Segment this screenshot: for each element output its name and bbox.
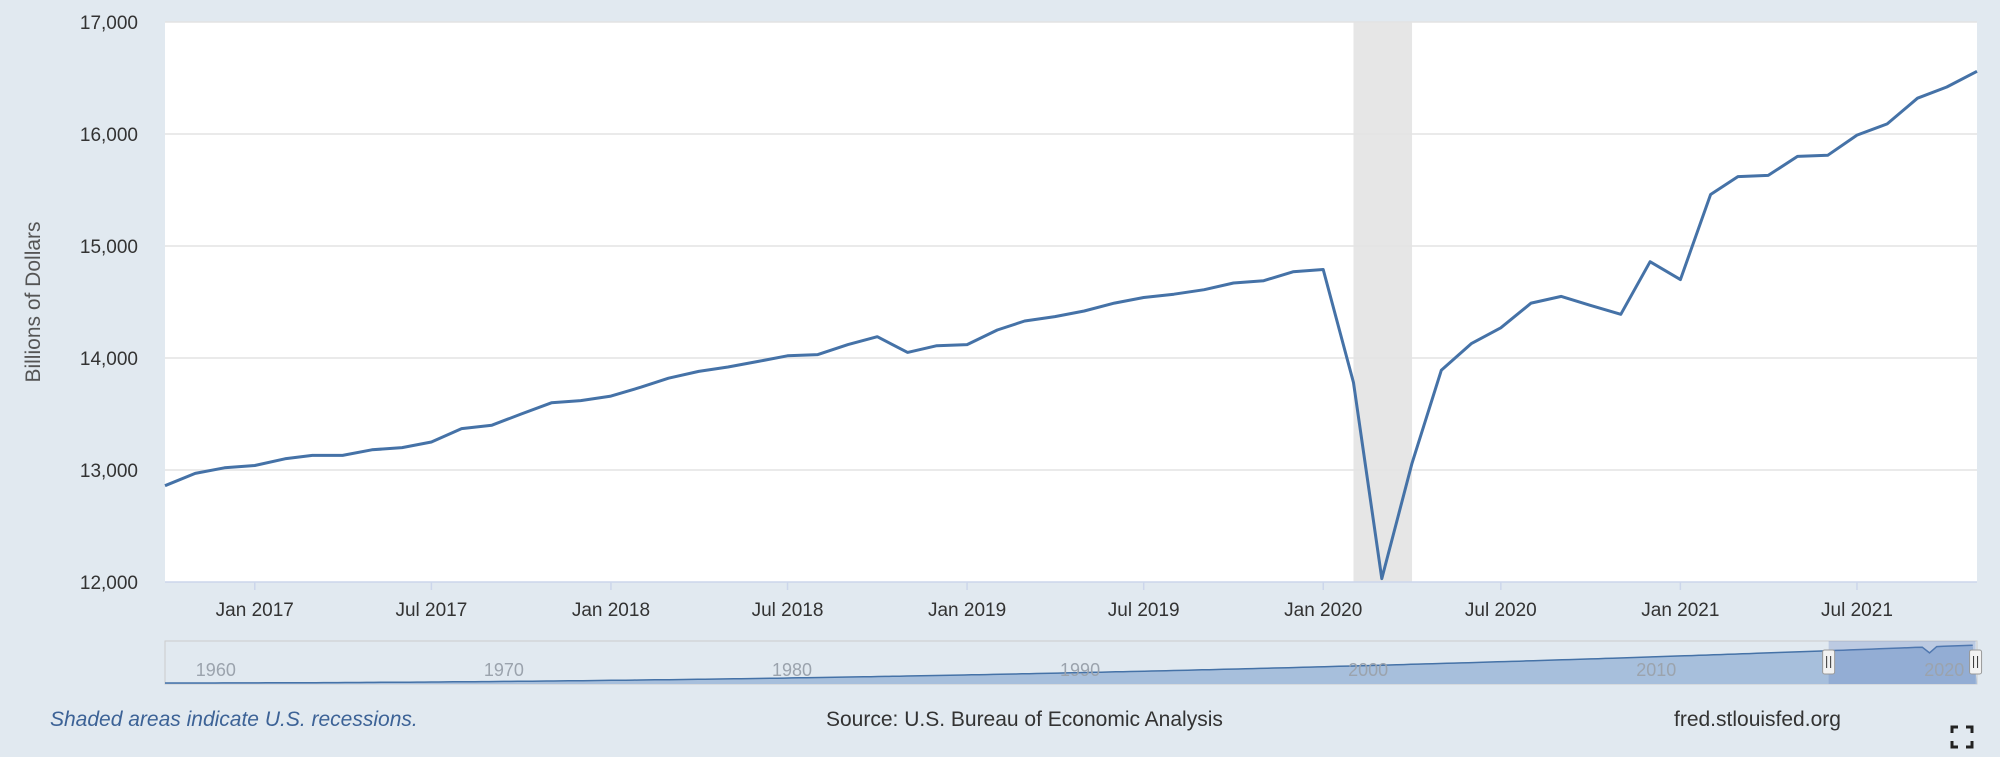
navigator-label: 1980 [772,660,812,680]
navigator-handle[interactable] [1969,649,1983,675]
navigator-label: 2020 [1924,660,1964,680]
y-tick-label: 16,000 [80,125,138,146]
source-note: Source: U.S. Bureau of Economic Analysis [826,708,1223,731]
x-tick-label: Jul 2019 [1108,600,1180,621]
recession-shading [1353,22,1413,582]
y-tick-label: 17,000 [80,13,138,34]
series-line [164,69,1978,581]
recession-note: Shaded areas indicate U.S. recessions. [50,708,418,731]
x-tick-label: Jan 2017 [216,600,294,621]
navigator-label: 1960 [196,660,236,680]
navigator-area [165,645,1977,684]
gridlines [165,21,1977,583]
fullscreen-icon [1950,725,1974,749]
site-link[interactable]: fred.stlouisfed.org [1674,708,1841,731]
y-tick-label: 14,000 [80,349,138,370]
x-tick-label: Jul 2020 [1465,600,1537,621]
y-tick-label: 12,000 [80,573,138,594]
x-tick-label: Jul 2017 [395,600,467,621]
x-tick-label: Jan 2019 [928,600,1006,621]
navigator-line [165,644,1973,684]
handle-body [1969,649,1983,675]
x-tick-label: Jan 2020 [1284,600,1362,621]
navigator-label: 2000 [1348,660,1388,680]
y-tick-label: 15,000 [80,237,138,258]
y-axis-title: Billions of Dollars [22,221,45,382]
x-axis: Jan 2017 Jul 2017 Jan 2018 Jul 2018 Jan 2019… [216,582,1893,621]
handle-body [1822,649,1836,675]
navigator-label: 1970 [484,660,524,680]
navigator-label: 2010 [1636,660,1676,680]
y-axis: 12,000 13,000 14,000 15,000 16,000 17,000 [80,13,138,594]
x-tick-label: Jan 2018 [572,600,650,621]
range-navigator[interactable]: 1960 1970 1980 1990 2000 2010 2020 [164,640,1983,685]
y-tick-label: 13,000 [80,461,138,482]
fullscreen-button[interactable] [1950,725,1974,749]
series-layer [164,69,1978,581]
navigator-handle[interactable] [1822,649,1836,675]
navigator-window [1828,641,1976,684]
x-tick-label: Jan 2021 [1641,600,1719,621]
plot-area [165,22,1977,582]
x-tick-label: Jul 2018 [752,600,824,621]
navigator-label: 1990 [1060,660,1100,680]
recession-band [1353,22,1413,582]
x-tick-label: Jul 2021 [1821,600,1893,621]
